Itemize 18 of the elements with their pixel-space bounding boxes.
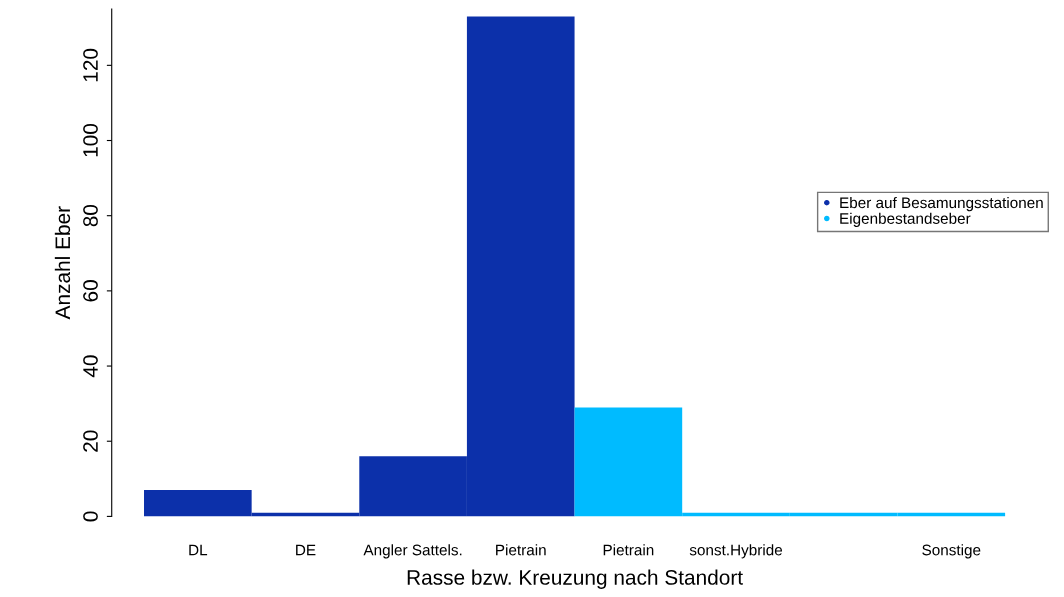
y-tick-label: 60	[83, 280, 98, 302]
y-axis-title: Anzahl Eber	[54, 206, 71, 320]
y-tick-label: 0	[83, 511, 98, 522]
legend-label: Eber auf Besamungsstationen	[840, 196, 1043, 212]
x-tick-label: DE	[296, 544, 316, 556]
y-tick-label: 120	[83, 48, 98, 82]
x-tick-label: Sonstige	[922, 544, 981, 559]
y-tick-label: 100	[83, 123, 98, 157]
x-axis-title: Rasse bzw. Kreuzung nach Standort	[407, 569, 743, 589]
x-tick-label: DL	[189, 544, 208, 556]
y-tick-label: 80	[83, 204, 98, 227]
y-tick-label: 20	[83, 430, 98, 452]
x-tick-label: Pietrain	[496, 544, 546, 556]
x-tick-label: Angler Sattels.	[363, 544, 462, 559]
legend-label: Eigenbestandseber	[840, 212, 971, 227]
x-tick-label: Pietrain	[603, 544, 654, 556]
y-tick-label: 40	[83, 355, 98, 378]
x-tick-label: sonst.Hybride	[689, 544, 783, 559]
